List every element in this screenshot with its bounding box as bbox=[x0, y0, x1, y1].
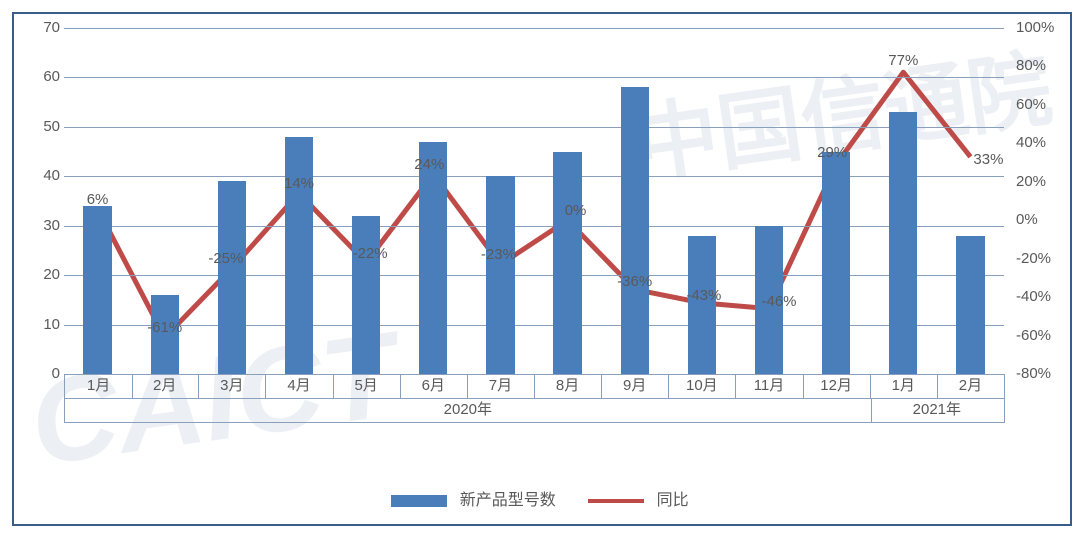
bar bbox=[352, 216, 380, 374]
gridline bbox=[64, 325, 1004, 326]
y-right-tick: 40% bbox=[1016, 134, 1064, 151]
bar bbox=[486, 176, 514, 374]
y-left-tick: 70 bbox=[24, 19, 60, 36]
x-tick-month: 12月 bbox=[803, 374, 871, 399]
x-tick-month: 5月 bbox=[333, 374, 401, 399]
x-tick-month: 6月 bbox=[400, 374, 468, 399]
x-tick-month: 11月 bbox=[735, 374, 803, 399]
y-right-tick: -60% bbox=[1016, 327, 1064, 344]
x-tick-month: 10月 bbox=[668, 374, 736, 399]
bar bbox=[956, 236, 984, 374]
y-right-tick: 80% bbox=[1016, 57, 1064, 74]
legend-label-bar: 新产品型号数 bbox=[460, 492, 556, 509]
line-data-label: 14% bbox=[284, 175, 314, 192]
legend-label-line: 同比 bbox=[657, 492, 689, 509]
line-data-label: 29% bbox=[817, 144, 847, 161]
y-left-tick: 0 bbox=[24, 365, 60, 382]
line-data-label: 77% bbox=[888, 52, 918, 69]
y-right-tick: 100% bbox=[1016, 19, 1064, 36]
line-data-label: -25% bbox=[208, 250, 243, 267]
bar bbox=[688, 236, 716, 374]
bar bbox=[285, 137, 313, 374]
y-right-tick: -80% bbox=[1016, 365, 1064, 382]
line-data-label: -46% bbox=[761, 293, 796, 310]
x-axis-months: 1月2月3月4月5月6月7月8月9月10月11月12月1月2月 bbox=[64, 374, 1004, 398]
bar bbox=[822, 152, 850, 374]
gridline bbox=[64, 127, 1004, 128]
y-left-tick: 20 bbox=[24, 266, 60, 283]
x-tick-month: 2月 bbox=[937, 374, 1005, 399]
gridline bbox=[64, 28, 1004, 29]
x-tick-month: 1月 bbox=[870, 374, 938, 399]
bar bbox=[553, 152, 581, 374]
gridline bbox=[64, 226, 1004, 227]
line-data-label: 24% bbox=[414, 156, 444, 173]
x-tick-month: 2月 bbox=[131, 374, 199, 399]
x-tick-month: 8月 bbox=[534, 374, 602, 399]
y-right-tick: 0% bbox=[1016, 211, 1064, 228]
gridline bbox=[64, 176, 1004, 177]
x-axis-years: 2020年2021年 bbox=[64, 398, 1004, 422]
line-data-label: 33% bbox=[973, 151, 1003, 168]
y-left-tick: 60 bbox=[24, 68, 60, 85]
x-tick-month: 9月 bbox=[601, 374, 669, 399]
legend: 新产品型号数 同比 bbox=[0, 486, 1080, 510]
y-right-tick: -20% bbox=[1016, 250, 1064, 267]
plot-area: 6% -61% -25% 14% -22% 24% -23% 0% -36% -43% -46% 29… bbox=[64, 28, 1004, 374]
legend-swatch-line bbox=[588, 499, 644, 503]
x-tick-month: 1月 bbox=[64, 374, 133, 399]
gridline bbox=[64, 275, 1004, 276]
y-left-tick: 10 bbox=[24, 316, 60, 333]
line-data-label: 6% bbox=[87, 191, 109, 208]
line-data-label: -43% bbox=[686, 287, 721, 304]
x-tick-month: 3月 bbox=[198, 374, 266, 399]
line-data-label: -23% bbox=[481, 246, 516, 263]
y-right-tick: 60% bbox=[1016, 96, 1064, 113]
legend-swatch-bar bbox=[391, 495, 447, 507]
bar bbox=[419, 142, 447, 374]
bar bbox=[218, 181, 246, 374]
x-tick-year: 2021年 bbox=[870, 398, 1005, 423]
y-left-tick: 50 bbox=[24, 118, 60, 135]
bar bbox=[621, 87, 649, 374]
line-data-label: -22% bbox=[353, 245, 388, 262]
y-left-tick: 30 bbox=[24, 217, 60, 234]
chart-container: CAICT 中国信通院 6%-61%-25%14%-22%24%-23%0%-3… bbox=[0, 0, 1080, 534]
gridline bbox=[64, 77, 1004, 78]
y-right-tick: -40% bbox=[1016, 288, 1064, 305]
x-tick-year: 2020年 bbox=[64, 398, 872, 423]
bar bbox=[889, 112, 917, 374]
x-tick-month: 7月 bbox=[467, 374, 535, 399]
y-right-tick: 20% bbox=[1016, 173, 1064, 190]
line-data-label: -61% bbox=[147, 319, 182, 336]
x-tick-month: 4月 bbox=[265, 374, 333, 399]
line-series bbox=[64, 28, 1004, 374]
bar bbox=[83, 206, 111, 374]
line-data-label: 0% bbox=[565, 202, 587, 219]
line-data-label: -36% bbox=[617, 273, 652, 290]
y-left-tick: 40 bbox=[24, 167, 60, 184]
